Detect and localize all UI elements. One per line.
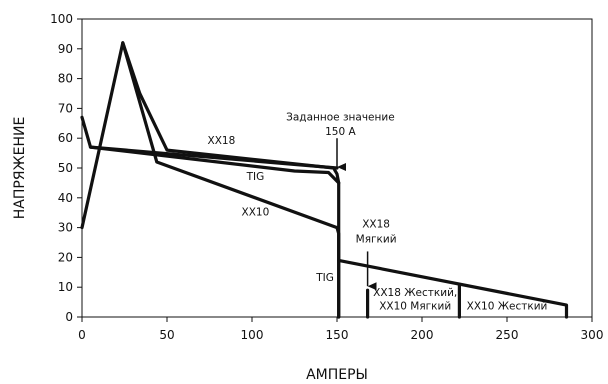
y-tick-label: 30 xyxy=(58,221,73,235)
annotation-label: XX18 xyxy=(208,135,236,147)
x-tick-label: 200 xyxy=(411,328,434,342)
x-tick-label: 100 xyxy=(241,328,264,342)
annotation-label: 150 A xyxy=(325,126,356,138)
annotation-label: XX10 xyxy=(242,207,270,219)
y-tick-label: 0 xyxy=(65,310,73,324)
y-tick-label: 70 xyxy=(58,101,73,115)
x-tick-label: 300 xyxy=(581,328,604,342)
x-tick-label: 150 xyxy=(326,328,349,342)
y-tick-label: 90 xyxy=(58,42,73,56)
series-layer xyxy=(80,41,569,319)
y-tick-label: 50 xyxy=(58,161,73,175)
arrow-layer xyxy=(336,138,377,291)
annotation-label: Мягкий xyxy=(356,234,397,246)
annotation-label: Заданное значение xyxy=(286,111,395,123)
y-tick-label: 20 xyxy=(58,250,73,264)
annotation-label: TIG xyxy=(246,171,265,183)
y-tick-label: 80 xyxy=(58,72,73,86)
series-line-4 xyxy=(88,145,341,185)
annotation-label: XX18 xyxy=(362,219,390,231)
y-tick-label: 100 xyxy=(50,12,73,26)
y-axis-title: НАПРЯЖЕНИЕ xyxy=(12,117,28,220)
y-axis: 0 10 20 30 40 50 60 70 80 90 100 xyxy=(50,12,82,324)
series-line-5 xyxy=(337,258,569,319)
series-line-3 xyxy=(121,41,341,319)
y-tick-label: 10 xyxy=(58,280,73,294)
y-tick-label: 40 xyxy=(58,191,73,205)
x-axis-title: АМПЕРЫ xyxy=(306,367,368,383)
y-tick-label: 60 xyxy=(58,131,73,145)
annotation-label: XX10 Жесткий xyxy=(467,301,548,313)
annotation-label: TIG xyxy=(315,272,334,284)
annotation-layer: XX18 TIG XX10 Заданное значение 150 A XX18 Мяг… xyxy=(208,111,548,312)
x-axis: 0 50 100 150 200 250 300 xyxy=(78,317,603,342)
x-tick-label: 250 xyxy=(496,328,519,342)
annotation-label: XX18 Жесткий, xyxy=(373,287,457,299)
x-tick-label: 0 xyxy=(78,328,86,342)
annotation-label: XX10 Мягкий xyxy=(379,301,451,313)
x-tick-label: 50 xyxy=(159,328,174,342)
